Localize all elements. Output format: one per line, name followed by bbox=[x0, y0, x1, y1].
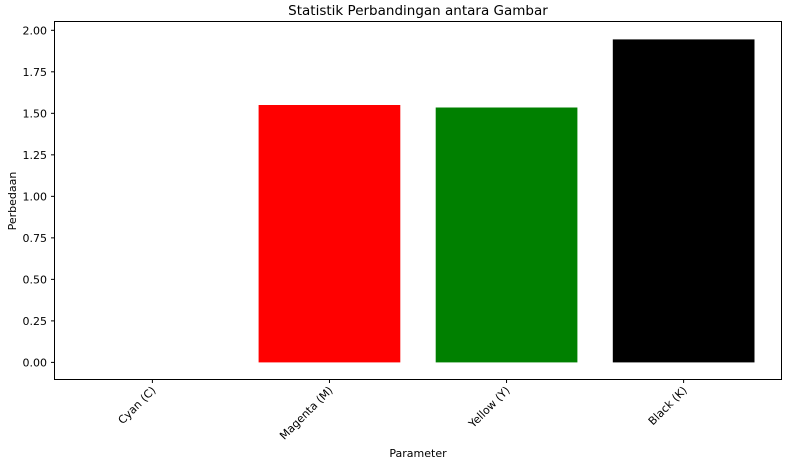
y-tick-label: 2.00 bbox=[23, 24, 48, 37]
y-ticks-group: 0.00 0.25 0.50 0.75 1.00 1.25 1.50 1.75 2.00 bbox=[23, 24, 55, 369]
x-axis-label: Parameter bbox=[389, 447, 447, 460]
bar-2 bbox=[258, 105, 401, 363]
y-tick-label: 1.75 bbox=[23, 66, 48, 79]
plot-frame bbox=[54, 21, 782, 380]
y-tick-label: 0.75 bbox=[23, 232, 48, 245]
x-tick-label: Black (K) bbox=[646, 384, 690, 428]
bars-group bbox=[258, 39, 755, 363]
y-axis-label: Perbedaan bbox=[6, 172, 19, 231]
y-tick-label: 1.50 bbox=[23, 107, 48, 120]
x-tick-label: Yellow (Y) bbox=[466, 384, 513, 431]
y-tick-label: 0.50 bbox=[23, 273, 48, 286]
bar-4 bbox=[612, 39, 755, 363]
chart-title: Statistik Perbandingan antara Gambar bbox=[288, 3, 548, 19]
bar-3 bbox=[435, 107, 578, 363]
y-tick-label: 0.25 bbox=[23, 315, 48, 328]
x-tick-label: Cyan (C) bbox=[116, 384, 159, 427]
x-tick-label: Magenta (M) bbox=[277, 384, 335, 442]
y-tick-label: 1.25 bbox=[23, 149, 48, 162]
y-tick-label: 1.00 bbox=[23, 190, 48, 203]
y-tick-label: 0.00 bbox=[23, 356, 48, 369]
x-ticks-group: Cyan (C) Magenta (M) Yellow (Y) Black (K) bbox=[116, 379, 690, 442]
